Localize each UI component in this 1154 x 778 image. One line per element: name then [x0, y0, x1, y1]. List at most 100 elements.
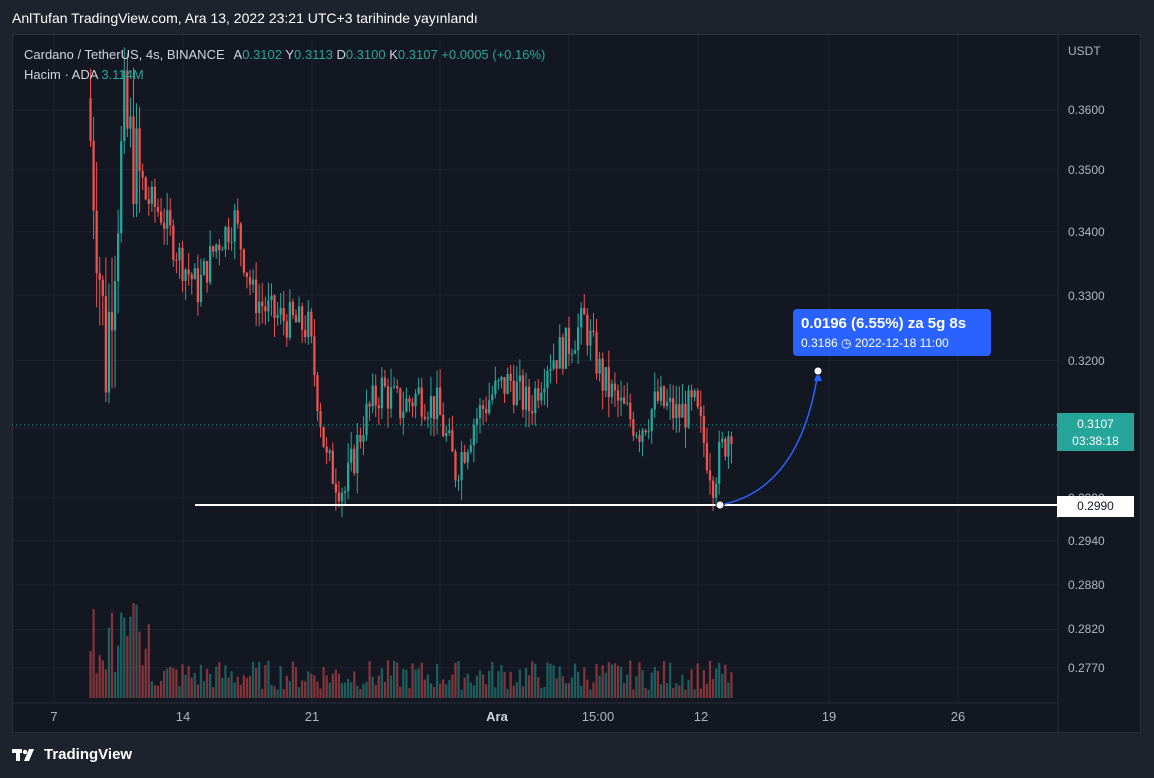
volume-bar	[126, 635, 129, 698]
time-axis: 7 14 21 Ara 15:00 12 19 26	[50, 709, 965, 724]
volume-bar	[279, 666, 282, 698]
volume-bar	[166, 668, 169, 698]
volume-bar	[509, 671, 512, 698]
projection-target-price: 0.3186	[801, 336, 838, 350]
volume-bar	[135, 604, 138, 698]
volume-bar	[319, 688, 322, 698]
projection-callout[interactable]: 0.0196 (6.55%) za 5g 8s 0.3186 ◷ 2022-12…	[793, 309, 991, 356]
candle-body	[472, 424, 475, 446]
volume-bar	[239, 684, 242, 698]
candle-body	[356, 434, 359, 474]
volume-bar	[396, 662, 399, 698]
candle-body	[310, 311, 313, 337]
volume-bar	[466, 673, 469, 698]
volume-bar	[301, 680, 304, 698]
candle-body	[439, 387, 442, 415]
volume-bar	[426, 674, 429, 698]
volume-bar	[288, 681, 291, 698]
candle-body	[205, 261, 209, 283]
candle-body	[202, 261, 206, 276]
volume-bar	[356, 685, 359, 698]
candle-body	[282, 308, 285, 322]
volume-bar	[478, 670, 482, 698]
candle-body	[613, 383, 617, 391]
candle-body	[534, 388, 537, 414]
tradingview-branding[interactable]: TradingView	[12, 746, 132, 763]
volume-bar	[604, 672, 607, 698]
candle-body	[494, 380, 497, 395]
candle-body	[573, 350, 577, 354]
volume-bar	[595, 664, 598, 698]
candle-body	[313, 336, 316, 376]
candle-body	[708, 470, 712, 481]
volume-bar	[577, 671, 580, 698]
volume-label[interactable]: Hacim · ADA	[24, 67, 98, 82]
volume-bar	[531, 661, 534, 698]
candle-body	[718, 442, 721, 484]
candle-body	[107, 311, 111, 393]
candle-body	[181, 247, 184, 281]
candle-body	[184, 269, 187, 281]
projection-target-time: 2022-12-18 11:00	[854, 336, 949, 350]
volume-bar	[644, 687, 647, 698]
volume-bar	[156, 685, 160, 698]
time-tick-label: Ara	[486, 709, 508, 724]
volume-bar	[163, 670, 166, 698]
volume-bar	[641, 670, 644, 698]
candle-body	[632, 419, 635, 436]
candle-body	[497, 380, 500, 382]
volume-bar	[399, 686, 402, 698]
volume-bar	[540, 687, 543, 698]
volume-bar	[172, 667, 175, 698]
volume-bar	[711, 678, 715, 698]
candle-body	[659, 386, 663, 401]
candle-body	[500, 376, 503, 381]
volume-bar	[117, 645, 120, 698]
candle-body	[460, 452, 463, 481]
candle-body	[337, 492, 341, 502]
candle-body	[159, 211, 163, 223]
volume-bar	[386, 660, 390, 698]
volume-bar	[423, 679, 426, 698]
volume-bar	[442, 679, 445, 698]
volume-bar	[196, 684, 199, 698]
low-value: 0.3100	[345, 47, 386, 62]
candle-body	[555, 360, 558, 369]
candle-body	[580, 307, 583, 328]
price-tick-label: 0.2820	[1068, 622, 1105, 636]
volume-bar	[95, 673, 98, 698]
candle-body	[261, 301, 264, 307]
candle-body	[196, 268, 199, 303]
candle-body	[319, 410, 322, 427]
candle-body	[475, 418, 479, 425]
candle-body	[503, 376, 506, 394]
candle-body	[540, 392, 543, 401]
volume-bar	[546, 662, 549, 698]
candle-body	[251, 279, 255, 285]
candle-body	[264, 306, 267, 312]
volume-bar	[322, 666, 325, 698]
volume-bar	[383, 681, 387, 698]
volume-bar	[705, 683, 709, 698]
candle-body	[515, 381, 518, 405]
candle-body	[638, 435, 641, 442]
volume-bar	[417, 668, 420, 698]
candle-body	[117, 233, 120, 282]
symbol-label[interactable]: Cardano / TetherUS, 4s, BINANCE	[24, 47, 225, 62]
candle-body	[316, 375, 319, 411]
volume-bar	[227, 677, 230, 698]
price-tick-label: 0.2940	[1068, 534, 1105, 548]
projection-start-point	[715, 500, 725, 510]
price-tick-label: 0.3200	[1068, 354, 1105, 368]
candle-body	[681, 403, 684, 418]
volume-bar	[224, 665, 227, 698]
volume-bar	[291, 661, 295, 698]
candle-body	[104, 296, 107, 393]
candle-body	[334, 483, 337, 493]
volume-bar	[307, 671, 310, 698]
volume-bar	[681, 674, 684, 698]
volume-bar	[101, 660, 104, 698]
chart-frame[interactable]	[12, 34, 1141, 733]
volume-bar	[632, 689, 635, 698]
